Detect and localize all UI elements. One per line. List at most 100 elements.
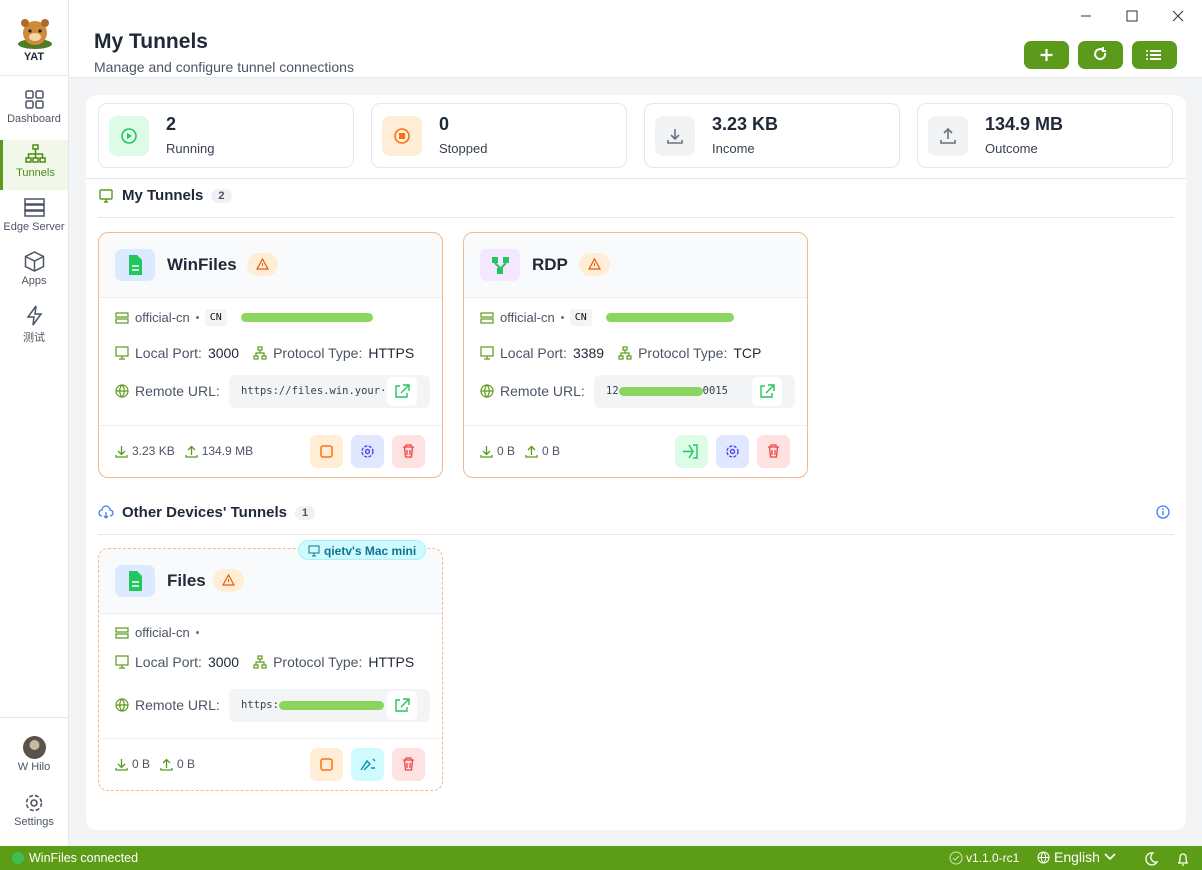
nav-item[interactable]: Tunnels — [0, 140, 68, 190]
upload: 0 B — [542, 444, 561, 458]
delete-button[interactable] — [757, 435, 790, 468]
remote-url: https://files.win.your··· — [241, 385, 400, 397]
server-row: official-cn — [115, 625, 199, 640]
nav-item[interactable]: 测试 — [0, 302, 68, 352]
nav-icon — [25, 144, 46, 163]
status-bar: WinFiles connected v1.1.0-rc1 English — [0, 846, 1202, 870]
nav-item[interactable]: Apps — [0, 248, 68, 298]
user-menu[interactable]: W Hilo — [0, 736, 68, 773]
remote-url: https: — [241, 699, 279, 711]
settings-nav[interactable]: Settings — [0, 792, 68, 828]
nav-icon — [24, 251, 44, 272]
nav-label: 测试 — [23, 332, 45, 344]
open-url-button[interactable] — [387, 377, 417, 406]
add-button[interactable] — [1024, 41, 1069, 69]
stat-card: 134.9 MB Outcome — [917, 103, 1173, 168]
content-panel: 2 Running 0 Stopped 3.23 KB Income 134.9 MB Out… — [86, 95, 1186, 830]
redacted-url — [278, 700, 384, 710]
label: Protocol Type: — [638, 345, 728, 361]
delete-button[interactable] — [392, 435, 425, 468]
tunnel-icon — [115, 249, 155, 281]
nav-label: Apps — [21, 275, 47, 287]
globe-icon — [480, 384, 494, 398]
stat-icon — [109, 116, 149, 156]
monitor-icon — [115, 655, 129, 669]
tunnel-card: RDP official-cn CN Local Port: 3389 Protocol … — [463, 232, 808, 478]
local-port: 3389 — [572, 345, 605, 361]
delete-button[interactable] — [392, 748, 425, 781]
info-button[interactable] — [1156, 505, 1170, 524]
nav-item[interactable]: Dashboard — [0, 86, 68, 136]
nav-item[interactable]: Edge Server — [0, 194, 68, 244]
stat-icon — [928, 116, 968, 156]
stat-value: 0 — [439, 114, 450, 134]
label: Local Port: — [135, 654, 202, 670]
label: Local Port: — [135, 345, 202, 361]
nav-label: Edge Server — [3, 221, 65, 233]
stat-icon — [655, 116, 695, 156]
server-icon — [480, 311, 494, 325]
divider — [99, 738, 442, 739]
section-icon — [98, 504, 114, 521]
monitor-icon — [115, 346, 129, 360]
tunnel-name: WinFiles — [167, 255, 237, 274]
url-row: Remote URL: — [115, 383, 220, 399]
remote-url: 12 — [606, 385, 619, 397]
window-controls[interactable] — [1072, 8, 1192, 24]
status-icons[interactable] — [1143, 851, 1193, 866]
tunnel-icon — [115, 565, 155, 597]
settings-button[interactable] — [351, 435, 384, 468]
server-name: official-cn — [135, 625, 190, 640]
stat-label: Outcome — [985, 141, 1038, 156]
protocol: HTTPS — [368, 345, 415, 361]
divider — [464, 425, 807, 426]
count-badge: 2 — [211, 188, 232, 203]
server-icon — [115, 626, 129, 640]
divider — [86, 178, 1186, 179]
settings-button[interactable] — [716, 435, 749, 468]
traffic-row: 0 B 0 B — [115, 757, 195, 771]
region: CN — [204, 309, 227, 326]
card-header: RDP — [464, 233, 807, 298]
card-header: WinFiles — [99, 233, 442, 298]
server-row: official-cn CN — [115, 309, 373, 326]
stop-button[interactable] — [310, 435, 343, 468]
tunnel-card: Files qietv's Mac mini official-cn Local Po… — [98, 540, 443, 791]
nav-icon — [26, 305, 42, 326]
tunnel-icon — [480, 249, 520, 281]
tunnel-name: RDP — [532, 255, 568, 274]
stat-value: 3.23 KB — [712, 114, 779, 134]
page-title: My Tunnels — [94, 30, 208, 53]
stop-button[interactable] — [310, 748, 343, 781]
section-icon — [98, 187, 114, 204]
traffic-row: 3.23 KB 134.9 MB — [115, 444, 253, 458]
label: Remote URL: — [500, 383, 585, 399]
traffic-row: 0 B 0 B — [480, 444, 560, 458]
connect-button[interactable] — [675, 435, 708, 468]
protocol: HTTPS — [368, 654, 415, 670]
assign-button[interactable] — [351, 748, 384, 781]
stat-icon — [382, 116, 422, 156]
section-heading: Other Devices' Tunnels 1 — [98, 504, 316, 521]
device-badge: qietv's Mac mini — [298, 540, 427, 560]
upload-icon — [160, 758, 173, 771]
local-port: 3000 — [207, 345, 240, 361]
stat-card: 3.23 KB Income — [644, 103, 900, 168]
server-row: official-cn CN — [480, 309, 734, 326]
open-url-button[interactable] — [387, 691, 417, 720]
local-port: 3000 — [207, 654, 240, 670]
refresh-button[interactable] — [1078, 41, 1123, 69]
list-button[interactable] — [1132, 41, 1177, 69]
globe-icon — [115, 384, 129, 398]
language-select[interactable]: English — [1037, 849, 1116, 865]
stat-card: 2 Running — [98, 103, 354, 168]
redacted-address — [605, 313, 734, 322]
stat-card: 0 Stopped — [371, 103, 627, 168]
sidebar: YAT W Hilo Settings Dashboard Tunnels Edge… — [0, 0, 69, 846]
stat-value: 134.9 MB — [985, 114, 1064, 134]
redacted-address — [240, 313, 373, 322]
stat-label: Income — [712, 141, 755, 156]
open-url-button[interactable] — [752, 377, 782, 406]
nav-icon — [24, 90, 44, 109]
